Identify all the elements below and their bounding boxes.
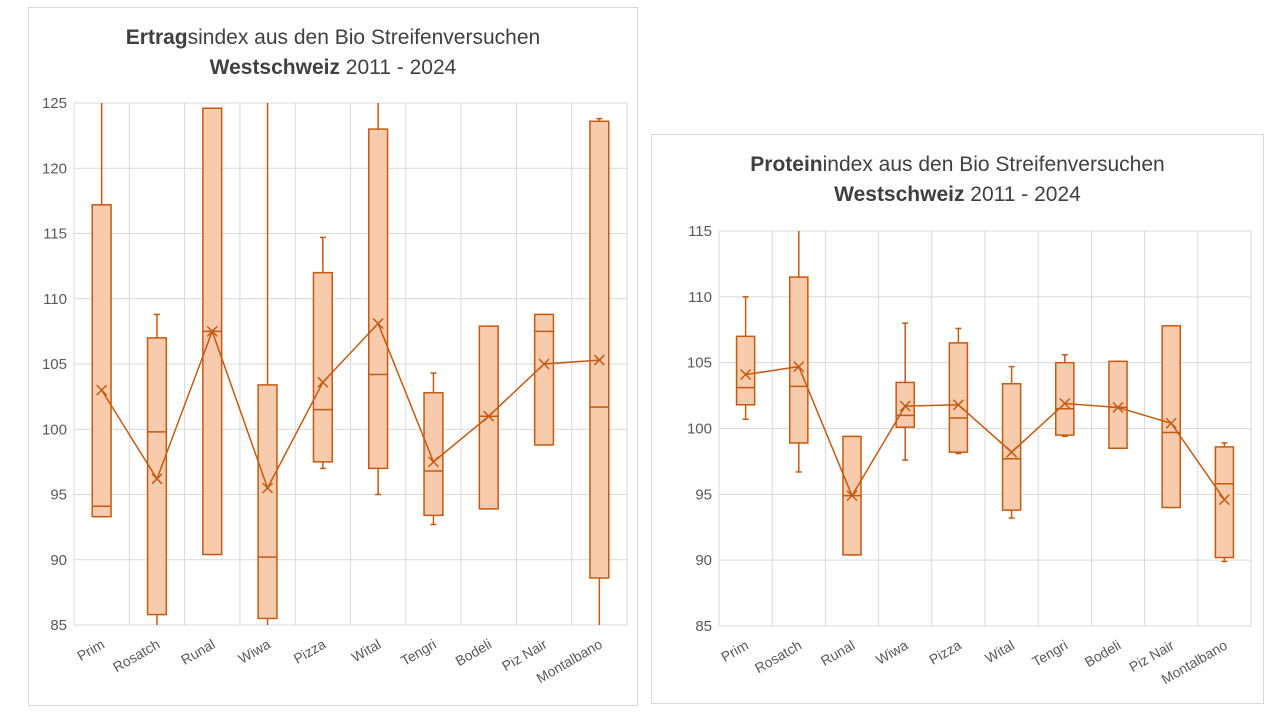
protein-chart-panel: Proteinindex aus den Bio Streifenversuch… <box>651 134 1264 704</box>
category-label: Tengri <box>398 636 439 669</box>
box <box>257 384 278 620</box>
box <box>789 276 809 444</box>
box <box>533 313 555 446</box>
subtitle-bold-part: Westschweiz <box>209 56 340 79</box>
box <box>312 271 334 463</box>
category-label: Wital <box>982 637 1017 666</box>
mean-marker <box>899 400 911 412</box>
category-label: Pizza <box>926 637 964 668</box>
subtitle-bold-part: Westschweiz <box>834 183 965 206</box>
mean-marker <box>372 318 384 330</box>
y-tick-label: 90 <box>50 552 67 569</box>
title-bold-part: Ertrag <box>125 26 188 49</box>
y-tick-label: 95 <box>50 487 67 504</box>
category-label: Bodeli <box>453 636 495 669</box>
y-tick-label: 110 <box>43 291 67 308</box>
mean-marker <box>538 358 550 370</box>
category-label: Bodeli <box>1082 637 1124 670</box>
box <box>589 120 610 579</box>
category-label: Runal <box>178 636 218 668</box>
category-label: Rosatch <box>752 637 804 677</box>
subtitle-rest-part: 2011 - 2024 <box>964 183 1081 206</box>
y-tick-label: 120 <box>42 160 67 177</box>
mean-marker <box>1112 401 1124 413</box>
category-label: Wital <box>349 636 384 665</box>
title-bold-part: Protein <box>750 153 823 176</box>
mean-marker <box>1218 494 1230 506</box>
title-rest-part: sindex aus den Bio Streifenversuchen <box>187 26 541 49</box>
box <box>1161 325 1181 509</box>
mean-marker <box>593 354 605 366</box>
category-label: Prim <box>74 636 107 664</box>
box <box>367 128 389 470</box>
y-tick-label: 95 <box>695 486 712 503</box>
mean-marker <box>262 482 274 494</box>
mean-line <box>745 365 1226 501</box>
box <box>948 342 969 453</box>
y-tick-label: 105 <box>687 355 712 372</box>
y-tick-label: 105 <box>42 356 67 373</box>
y-tick-label: 85 <box>695 618 712 635</box>
category-label: Runal <box>818 637 858 669</box>
protein-chart-title: Proteinindex aus den Bio Streifenversuch… <box>652 150 1263 210</box>
mean-marker <box>206 325 218 337</box>
protein-boxplot: 85 90 95 100 105 110 115 Prim Rosatch Runal Wiwa Pi… <box>687 223 1252 687</box>
box <box>895 381 915 428</box>
box <box>146 337 168 616</box>
y-tick-label: 110 <box>688 289 712 306</box>
mean-marker <box>1165 417 1177 429</box>
mean-marker <box>427 456 439 468</box>
mean-marker <box>846 490 858 502</box>
y-tick-label: 85 <box>50 617 67 634</box>
mean-marker <box>793 361 805 373</box>
category-label: Rosatch <box>110 636 162 676</box>
y-tick-label: 100 <box>42 421 67 438</box>
y-tick-label: 115 <box>43 226 67 243</box>
mean-marker <box>740 368 752 381</box>
y-tick-label: 125 <box>42 95 67 112</box>
category-label: Pizza <box>291 636 329 667</box>
category-label: Prim <box>718 637 751 665</box>
mean-marker <box>1006 446 1018 458</box>
category-label: Wiwa <box>873 637 911 668</box>
y-tick-label: 100 <box>687 421 712 438</box>
box <box>478 325 499 510</box>
mean-marker <box>483 410 495 422</box>
ertrag-chart-title: Ertragsindex aus den Bio Streifenversuch… <box>29 23 637 83</box>
y-tick-label: 115 <box>688 223 712 240</box>
box <box>735 335 756 406</box>
box <box>1108 360 1128 450</box>
category-label: Wiwa <box>235 636 273 667</box>
title-rest-part: index aus den Bio Streifenversuchen <box>822 153 1165 176</box>
mean-marker <box>151 473 163 485</box>
mean-marker <box>96 384 108 396</box>
mean-marker <box>952 399 964 411</box>
box <box>1001 382 1022 511</box>
category-label: Tengri <box>1029 637 1070 670</box>
mean-marker <box>1059 397 1071 410</box>
box <box>91 204 112 518</box>
box <box>1055 361 1075 436</box>
ertrag-boxplot: 85 90 95 100 105 110 115 120 125 Prim Rosatch Runal… <box>42 95 628 686</box>
y-tick-label: 90 <box>695 552 712 569</box>
mean-marker <box>317 376 329 388</box>
ertrag-chart-panel: Ertragsindex aus den Bio Streifenversuch… <box>28 7 638 706</box>
box <box>1214 446 1235 559</box>
mean-line <box>101 322 600 490</box>
subtitle-rest-part: 2011 - 2024 <box>339 56 457 79</box>
box <box>423 391 444 517</box>
